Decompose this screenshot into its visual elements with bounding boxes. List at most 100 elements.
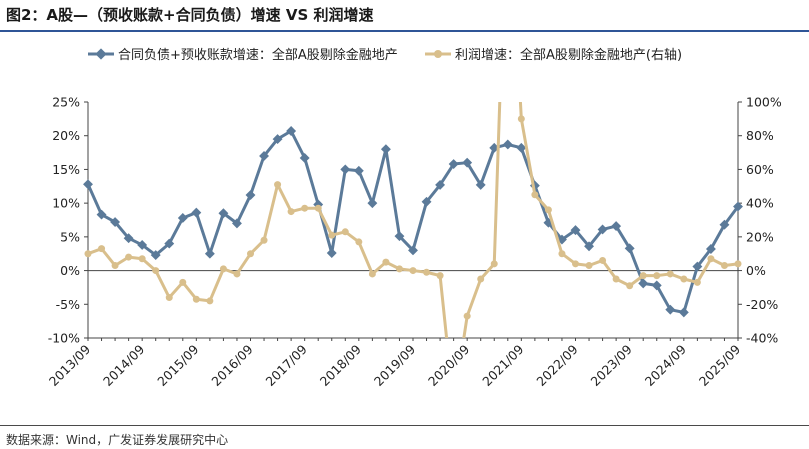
series-1 (83, 126, 743, 318)
series-1-point (638, 278, 649, 289)
series-1-point (678, 307, 689, 318)
series-2-point (233, 270, 241, 278)
series-2-point (734, 260, 742, 268)
left-tick-label: 15% (52, 162, 80, 177)
series-2-point (395, 265, 403, 273)
series-2-point (599, 256, 607, 264)
x-tick-label: 2020/09 (425, 342, 472, 389)
x-tick-label: 2019/09 (371, 342, 418, 389)
series-2-point (206, 297, 214, 305)
series-1-point (475, 179, 486, 190)
series-2-point (409, 267, 417, 275)
series-1-point (624, 243, 635, 254)
series-2-point (138, 255, 146, 263)
left-tick-label: -5% (56, 297, 80, 312)
series (83, 102, 743, 409)
series-1-point (96, 209, 107, 220)
series-1-point (597, 224, 608, 235)
series-1-point (204, 248, 215, 259)
x-tick-label: 2013/09 (46, 342, 93, 389)
series-2-point (626, 282, 634, 290)
series-1-point (353, 165, 364, 176)
x-tick-label: 2023/09 (588, 342, 635, 389)
series-2-point (247, 250, 254, 258)
series-2-point (436, 272, 444, 280)
right-tick-label: 20% (746, 229, 774, 244)
left-tick-label: -10% (48, 331, 80, 346)
series-1-point (380, 144, 391, 155)
series-2-point (314, 204, 322, 212)
series-1-point (164, 238, 175, 249)
series-2-point (666, 270, 674, 278)
series-2 (84, 102, 742, 409)
series-2-point (585, 262, 593, 270)
series-2-point (152, 267, 160, 275)
series-2-point (653, 272, 661, 280)
right-tick-label: 0% (746, 263, 766, 278)
source-note: 数据来源：Wind，广发证券发展研究中心 (6, 433, 229, 447)
series-2-point (612, 275, 620, 283)
series-1-point (245, 190, 256, 201)
right-tick-label: -20% (746, 297, 778, 312)
x-tick-label: 2015/09 (154, 342, 201, 389)
right-tick-label: 40% (746, 196, 774, 211)
series-2-point (544, 206, 552, 214)
left-tick-label: 5% (60, 229, 80, 244)
series-1-point (394, 231, 405, 242)
series-1-point (272, 134, 283, 145)
series-1-point (177, 213, 188, 223)
series-2-point (355, 238, 363, 246)
right-tick-label: -40% (746, 331, 778, 346)
series-2-point (301, 204, 309, 212)
series-1-point (516, 142, 527, 153)
x-tick-label: 2016/09 (208, 342, 255, 389)
series-2-point (531, 191, 539, 199)
series-1-point (367, 198, 378, 209)
series-2-point (368, 270, 376, 278)
series-2-point (260, 236, 268, 244)
series-2-point (680, 275, 688, 283)
series-2-point (125, 253, 133, 261)
x-tick-label: 2022/09 (533, 342, 580, 389)
series-2-point (450, 402, 457, 409)
figure-title: 图2：A股—（预收账款+合同负债）增速 VS 利润增速 (6, 6, 374, 24)
left-tick-label: 0% (60, 263, 80, 278)
series-1-point (435, 179, 446, 190)
legend-label-series-1: 合同负债+预收账款增速：全部A股剔除金融地产 (118, 47, 398, 63)
legend-swatch-marker-series-1 (95, 48, 107, 60)
series-2-point (517, 115, 525, 123)
series-1-point (665, 304, 676, 315)
series-1-point (570, 225, 581, 236)
series-2-point (693, 278, 701, 286)
series-2-point (558, 250, 566, 258)
series-1-point (733, 201, 743, 212)
series-1-point (218, 208, 229, 219)
legend: 合同负债+预收账款增速：全部A股剔除金融地产 利润增速：全部A股剔除金融地产(右… (88, 47, 682, 63)
series-1-point (448, 159, 459, 169)
left-tick-label: 10% (52, 196, 80, 211)
series-2-point (328, 231, 336, 239)
x-tick-label: 2014/09 (100, 342, 147, 389)
series-1-point (502, 139, 513, 150)
series-2-point (490, 260, 498, 268)
series-1-point (137, 239, 148, 250)
right-tick-label: 60% (746, 162, 774, 177)
left-tick-label: 25% (52, 95, 80, 110)
series-2-point (639, 272, 647, 280)
series-2-point (572, 260, 579, 268)
series-2-point (707, 255, 715, 263)
legend-swatch-marker-series-2 (434, 50, 442, 58)
series-1-point (326, 248, 337, 258)
series-1-point (299, 153, 310, 163)
x-tick-label: 2024/09 (642, 342, 689, 389)
series-1-point (340, 164, 351, 175)
series-1-point (191, 207, 202, 218)
series-2-point (274, 181, 282, 189)
series-1-point (705, 244, 716, 254)
series-2-point (341, 228, 349, 236)
series-1-point (408, 245, 418, 256)
x-tick-label: 2017/09 (263, 342, 310, 389)
series-1-point (232, 218, 242, 229)
